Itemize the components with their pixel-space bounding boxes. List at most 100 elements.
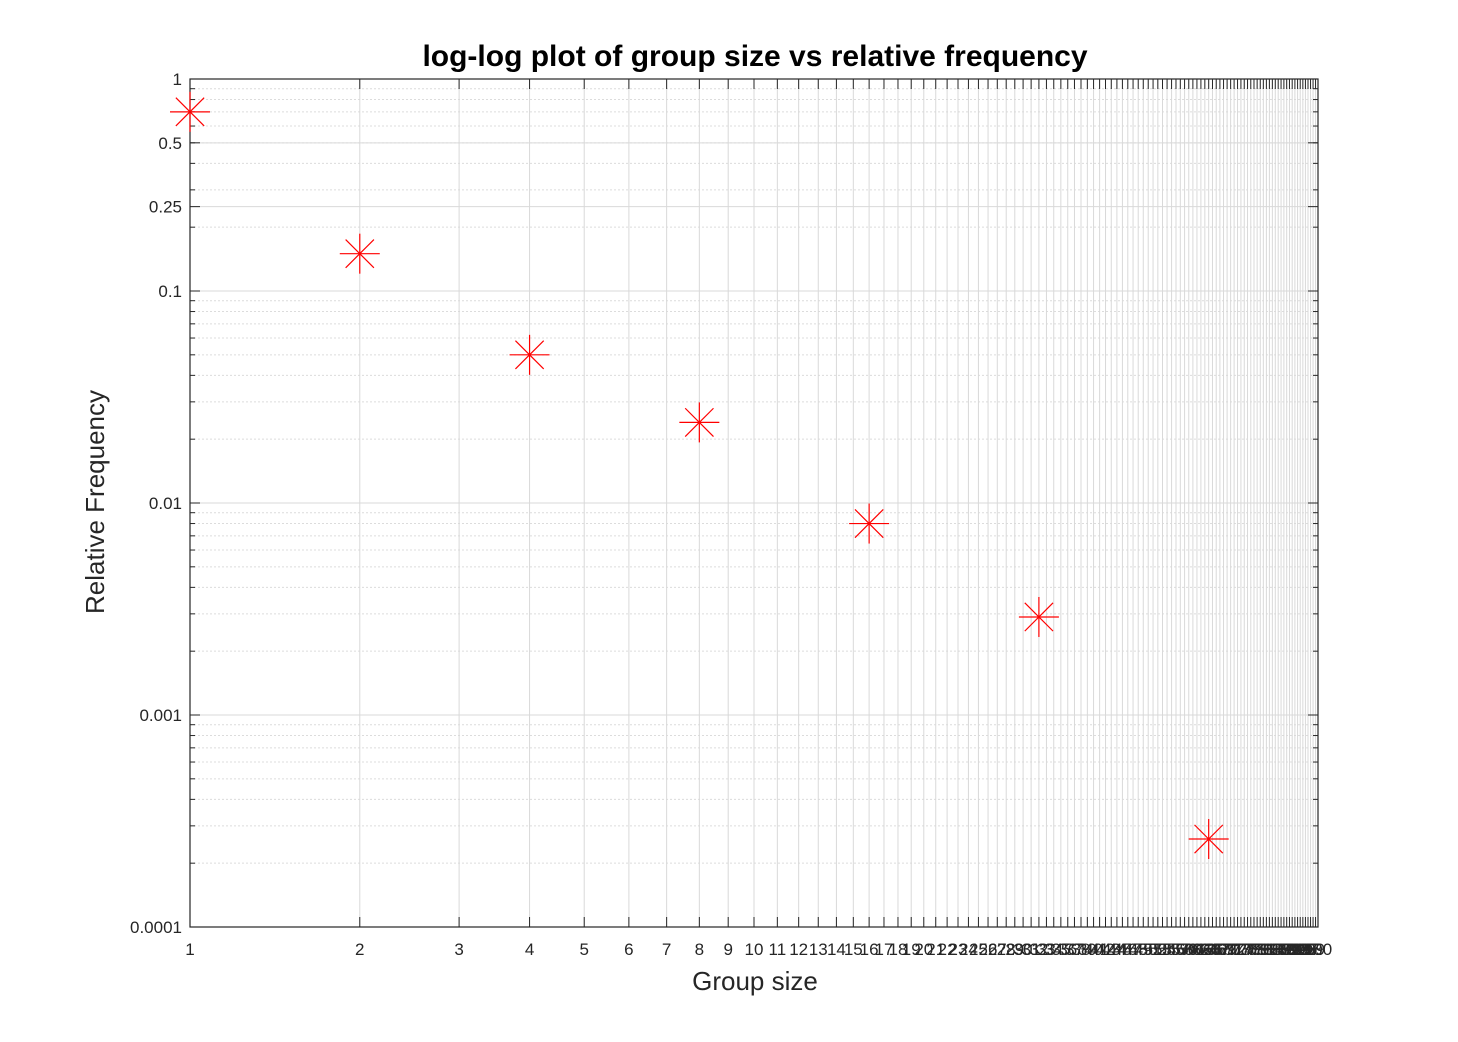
x-tick-label: 8 (695, 940, 704, 959)
x-tick-label: 86 (1272, 940, 1291, 959)
x-tick-label: 87 (1274, 940, 1293, 959)
x-tick-label: 77 (1245, 940, 1264, 959)
x-tick-label: 100 (1304, 940, 1332, 959)
x-tick-label: 67 (1210, 940, 1229, 959)
data-points (170, 91, 1229, 860)
y-tick-label: 0.5 (158, 134, 182, 153)
x-tick-label: 94 (1293, 940, 1312, 959)
x-tick-label: 16 (860, 940, 879, 959)
x-tick-label: 79 (1251, 940, 1270, 959)
x-tick-label: 95 (1296, 940, 1315, 959)
x-tick-label: 23 (949, 940, 968, 959)
x-tick-label: 53 (1153, 940, 1172, 959)
x-tick-label: 54 (1158, 940, 1177, 959)
x-tick-label: 37 (1065, 940, 1084, 959)
data-point-marker (509, 334, 550, 375)
grid-lines (189, 78, 1319, 928)
x-tick-label: 96 (1299, 940, 1318, 959)
x-tick-label: 70 (1221, 940, 1240, 959)
x-tick-label: 29 (1005, 940, 1024, 959)
x-axis-label: Group size (692, 966, 818, 996)
x-tick-label: 83 (1263, 940, 1282, 959)
x-tick-label: 84 (1266, 940, 1285, 959)
x-tick-label: 51 (1144, 940, 1163, 959)
x-tick-label: 15 (844, 940, 863, 959)
x-tick-label: 17 (875, 940, 894, 959)
x-tick-label: 18 (889, 940, 908, 959)
x-tick-label: 13 (809, 940, 828, 959)
x-tick-label: 49 (1134, 940, 1153, 959)
x-tick-label: 81 (1257, 940, 1276, 959)
x-tick-label: 57 (1171, 940, 1190, 959)
x-tick-label: 65 (1203, 940, 1222, 959)
x-tick-label: 28 (997, 940, 1016, 959)
x-tick-label: 35 (1051, 940, 1070, 959)
x-tick-label: 91 (1285, 940, 1304, 959)
x-tick-label: 32 (1029, 940, 1048, 959)
data-point-marker (170, 91, 210, 132)
x-tick-label: 7 (662, 940, 671, 959)
y-tick-labels: 0.0001 0.001 0.01 0.1 0.25 0.5 1 (130, 70, 182, 937)
x-tick-label: 30 (1014, 940, 1033, 959)
x-tick-label: 19 (902, 940, 921, 959)
x-tick-label: 11 (769, 940, 787, 959)
x-tick-label: 99 (1306, 940, 1325, 959)
x-tick-label: 41 (1090, 940, 1109, 959)
x-tick-label: 6 (624, 940, 633, 959)
x-tick-label: 39 (1078, 940, 1097, 959)
x-tick-label: 33 (1037, 940, 1056, 959)
x-tick-label: 74 (1235, 940, 1254, 959)
x-tick-label: 36 (1058, 940, 1077, 959)
data-point-marker (1018, 596, 1059, 637)
y-tick-label: 0.25 (149, 198, 182, 217)
x-tick-label: 24 (959, 940, 978, 959)
y-tick-label: 0.001 (139, 706, 182, 725)
data-point-marker (1188, 819, 1229, 860)
data-point-marker (849, 503, 890, 544)
y-axis-label: Relative Frequency (80, 390, 110, 614)
x-tick-label: 10 (745, 940, 764, 959)
x-tick-label: 59 (1179, 940, 1198, 959)
x-tick-label: 75 (1238, 940, 1257, 959)
x-tick-label: 62 (1191, 940, 1210, 959)
x-tick-label: 46 (1118, 940, 1137, 959)
x-tick-label: 63 (1195, 940, 1214, 959)
x-tick-label: 12 (789, 940, 808, 959)
x-tick-label: 55 (1162, 940, 1181, 959)
x-tick-label: 44 (1107, 940, 1126, 959)
x-tick-label: 14 (827, 940, 846, 959)
x-tick-label: 22 (938, 940, 957, 959)
x-tick-label: 80 (1254, 940, 1273, 959)
x-tick-label: 34 (1044, 940, 1063, 959)
x-tick-label: 66 (1207, 940, 1226, 959)
x-tick-label: 58 (1175, 940, 1194, 959)
x-tick-label: 52 (1148, 940, 1167, 959)
x-tick-label: 27 (988, 940, 1007, 959)
x-tick-label: 78 (1248, 940, 1267, 959)
x-tick-label: 45 (1113, 940, 1132, 959)
data-point-marker (339, 233, 380, 274)
x-tick-label: 47 (1124, 940, 1143, 959)
x-tick-label: 72 (1228, 940, 1247, 959)
x-tick-label: 3 (454, 940, 463, 959)
x-tick-label: 64 (1199, 940, 1218, 959)
x-tick-label: 2 (355, 940, 364, 959)
x-tick-label: 38 (1072, 940, 1091, 959)
chart-title: log-log plot of group size vs relative f… (422, 40, 1087, 73)
x-tick-label: 1 (185, 940, 194, 959)
x-tick-label: 4 (525, 940, 534, 959)
x-tick-label: 21 (926, 940, 945, 959)
y-tick-label: 0.0001 (130, 918, 182, 937)
x-tick-label: 92 (1288, 940, 1307, 959)
x-tick-label: 50 (1139, 940, 1158, 959)
x-tick-label: 97 (1301, 940, 1320, 959)
x-tick-label: 61 (1187, 940, 1206, 959)
x-tick-label: 5 (579, 940, 588, 959)
x-tick-label: 25 (969, 940, 988, 959)
x-tick-label: 73 (1231, 940, 1250, 959)
x-tick-label: 85 (1269, 940, 1288, 959)
x-tick-label: 56 (1167, 940, 1186, 959)
x-tick-label: 69 (1218, 940, 1237, 959)
x-tick-label: 90 (1283, 940, 1302, 959)
